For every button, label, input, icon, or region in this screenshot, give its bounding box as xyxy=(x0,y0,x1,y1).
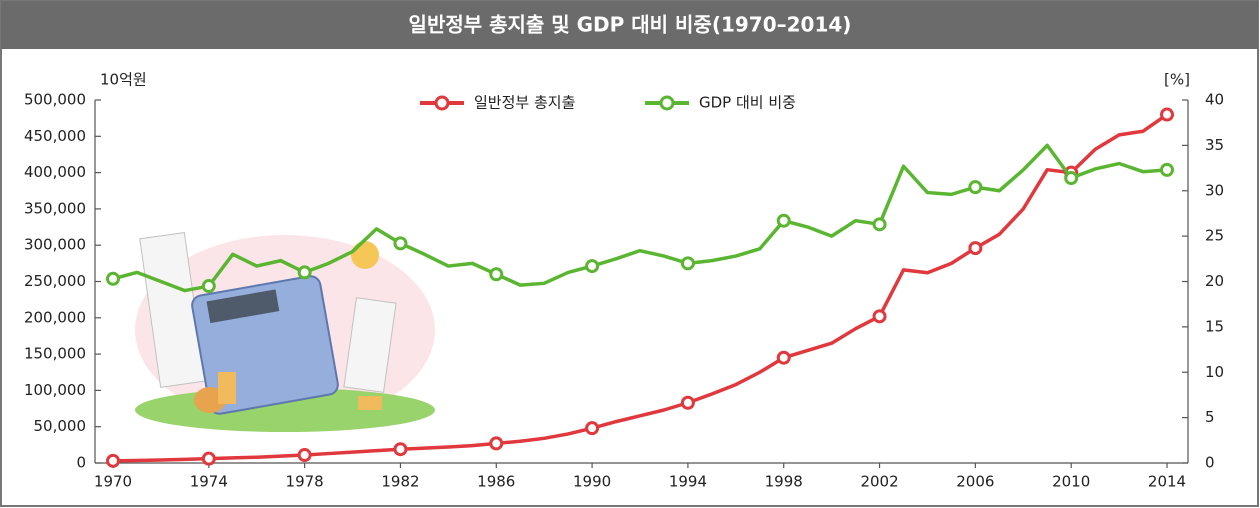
y-tick-label: 0 xyxy=(76,454,86,472)
x-tick-label: 1982 xyxy=(381,473,419,491)
y2-tick-label: 40 xyxy=(1205,91,1224,109)
x-tick-label: 1990 xyxy=(573,473,611,491)
x-tick-label: 1998 xyxy=(765,473,803,491)
point-marker xyxy=(587,261,598,272)
x-tick-label: 1978 xyxy=(286,473,324,491)
y-tick-label: 300,000 xyxy=(24,236,86,254)
point-marker xyxy=(299,450,310,461)
point-marker xyxy=(682,258,693,269)
point-marker xyxy=(203,453,214,464)
point-marker xyxy=(395,238,406,249)
y2-tick-label: 10 xyxy=(1205,363,1224,381)
x-tick-label: 1970 xyxy=(94,473,132,491)
y-tick-label: 200,000 xyxy=(24,308,86,326)
y2-tick-label: 20 xyxy=(1205,272,1224,290)
x-tick-label: 1994 xyxy=(669,473,707,491)
y-tick-label: 350,000 xyxy=(24,199,86,217)
point-marker xyxy=(1162,164,1173,175)
y2-tick-label: 5 xyxy=(1205,408,1215,426)
y-tick-label: 150,000 xyxy=(24,345,86,363)
point-marker xyxy=(874,219,885,230)
chart: 일반정부 총지출 및 GDP 대비 비중(1970–2014) 10억원 [%]… xyxy=(0,0,1260,508)
point-marker xyxy=(778,352,789,363)
chart-title: 일반정부 총지출 및 GDP 대비 비중(1970–2014) xyxy=(409,13,852,37)
legend-label: 일반정부 총지출 xyxy=(474,94,575,112)
x-tick-label: 1974 xyxy=(190,473,228,491)
point-marker xyxy=(970,182,981,193)
legend-label: GDP 대비 비중 xyxy=(699,94,796,112)
legend-marker xyxy=(436,97,448,109)
y-tick-label: 450,000 xyxy=(24,127,86,145)
point-marker xyxy=(395,444,406,455)
point-marker xyxy=(778,215,789,226)
y-axis-label: 10억원 xyxy=(100,71,147,89)
x-tick-label: 2002 xyxy=(860,473,898,491)
point-marker xyxy=(108,455,119,466)
y2-tick-label: 25 xyxy=(1205,227,1224,245)
y2-tick-label: 30 xyxy=(1205,181,1224,199)
y2-axis-label: [%] xyxy=(1164,71,1190,89)
x-tick-label: 1986 xyxy=(477,473,515,491)
y-tick-label: 500,000 xyxy=(24,91,86,109)
point-marker xyxy=(299,267,310,278)
x-tick-label: 2006 xyxy=(956,473,994,491)
point-marker xyxy=(970,243,981,254)
point-marker xyxy=(108,273,119,284)
point-marker xyxy=(491,438,502,449)
point-marker xyxy=(874,311,885,322)
point-marker xyxy=(1162,109,1173,120)
y-tick-label: 250,000 xyxy=(24,272,86,290)
y2-tick-label: 0 xyxy=(1205,454,1215,472)
point-marker xyxy=(1066,173,1077,184)
x-tick-label: 2014 xyxy=(1148,473,1186,491)
y-tick-label: 400,000 xyxy=(24,163,86,181)
y2-tick-label: 15 xyxy=(1205,317,1224,335)
y-tick-label: 100,000 xyxy=(24,381,86,399)
x-tick-label: 2010 xyxy=(1052,473,1090,491)
point-marker xyxy=(682,397,693,408)
point-marker xyxy=(491,269,502,280)
y-tick-label: 50,000 xyxy=(34,417,87,435)
legend-marker xyxy=(661,97,673,109)
point-marker xyxy=(587,423,598,434)
point-marker xyxy=(203,281,214,292)
y2-tick-label: 35 xyxy=(1205,136,1224,154)
